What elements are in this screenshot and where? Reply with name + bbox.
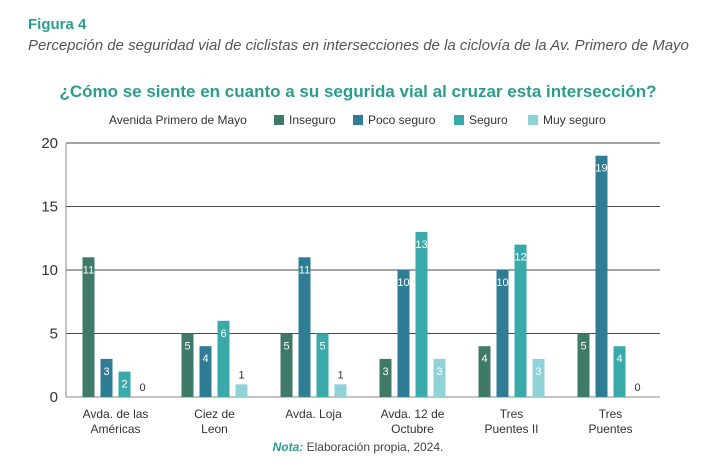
x-tick-label: Tres bbox=[500, 407, 524, 421]
bar bbox=[100, 358, 113, 397]
note-label: Nota: bbox=[272, 440, 304, 454]
data-label: 0 bbox=[139, 382, 145, 394]
bar bbox=[82, 257, 95, 397]
x-tick-label: Avda. Loja bbox=[285, 407, 342, 421]
chart-title: ¿Cómo se siente en cuanto a su segurida … bbox=[59, 82, 657, 101]
bar bbox=[316, 333, 329, 397]
source-note: Nota: Elaboración propia, 2024. bbox=[0, 440, 716, 454]
bar bbox=[181, 333, 194, 397]
bar bbox=[334, 384, 347, 397]
legend-entry: Inseguro bbox=[289, 113, 336, 127]
bar bbox=[280, 333, 293, 397]
legend-swatch bbox=[274, 115, 284, 125]
x-tick-label: Avda. de las bbox=[83, 407, 149, 421]
y-tick-label: 20 bbox=[41, 135, 58, 152]
legend-entry: Poco seguro bbox=[368, 113, 436, 127]
bar bbox=[514, 244, 527, 397]
legend-swatch bbox=[528, 115, 538, 125]
bar bbox=[595, 155, 608, 397]
legend-swatch bbox=[454, 115, 464, 125]
x-tick-label: Leon bbox=[201, 422, 228, 436]
data-label: 11 bbox=[83, 264, 94, 276]
data-label: 10 bbox=[496, 277, 508, 289]
bar bbox=[217, 320, 230, 397]
x-tick-label: Puentes bbox=[588, 422, 632, 436]
bar bbox=[379, 358, 392, 397]
data-label: 5 bbox=[580, 341, 586, 353]
x-tick-label: Avda. 12 de bbox=[381, 407, 445, 421]
bar bbox=[118, 371, 131, 397]
figure-label: Figura 4 bbox=[28, 16, 87, 33]
data-label: 12 bbox=[514, 252, 526, 264]
data-label: 19 bbox=[595, 163, 607, 175]
data-label: 3 bbox=[535, 366, 541, 378]
bar bbox=[577, 333, 590, 397]
figure-caption: Percepción de seguridad vial de ciclista… bbox=[28, 37, 689, 54]
legend-swatch bbox=[353, 115, 363, 125]
data-label: 5 bbox=[184, 341, 190, 353]
data-label: 10 bbox=[397, 277, 409, 289]
data-label: 11 bbox=[299, 264, 310, 276]
data-label: 2 bbox=[121, 379, 127, 391]
data-label: 4 bbox=[616, 353, 622, 365]
y-tick-label: 15 bbox=[41, 199, 58, 216]
x-tick-label: Tres bbox=[599, 407, 623, 421]
bar bbox=[199, 346, 212, 397]
data-label: 3 bbox=[436, 366, 442, 378]
data-label: 5 bbox=[319, 341, 325, 353]
data-label: 1 bbox=[337, 369, 343, 381]
y-tick-label: 0 bbox=[50, 389, 58, 406]
bar bbox=[235, 384, 248, 397]
note-text: Elaboración propia, 2024. bbox=[303, 440, 444, 454]
bar bbox=[532, 358, 545, 397]
data-label: 4 bbox=[202, 353, 208, 365]
bar bbox=[433, 358, 446, 397]
legend-title: Avenida Primero de Mayo bbox=[109, 113, 247, 127]
data-label: 5 bbox=[283, 341, 289, 353]
y-tick-label: 5 bbox=[50, 326, 58, 343]
legend-entry: Seguro bbox=[469, 113, 508, 127]
x-tick-label: Américas bbox=[90, 422, 140, 436]
bar bbox=[613, 346, 626, 397]
bar bbox=[415, 231, 428, 397]
data-label: 3 bbox=[382, 366, 388, 378]
data-label: 6 bbox=[220, 328, 226, 340]
data-label: 1 bbox=[238, 369, 244, 381]
bar bbox=[478, 346, 491, 397]
y-tick-label: 10 bbox=[41, 262, 58, 279]
bar bbox=[496, 270, 509, 397]
x-tick-label: Puentes II bbox=[484, 422, 538, 436]
data-label: 3 bbox=[103, 366, 109, 378]
x-tick-label: Ciez de bbox=[194, 407, 235, 421]
bar bbox=[397, 270, 410, 397]
bar bbox=[298, 257, 311, 397]
legend-entry: Muy seguro bbox=[543, 113, 606, 127]
data-label: 0 bbox=[634, 382, 640, 394]
data-label: 4 bbox=[481, 353, 487, 365]
x-tick-label: Octubre bbox=[391, 422, 434, 436]
data-label: 13 bbox=[415, 239, 427, 251]
